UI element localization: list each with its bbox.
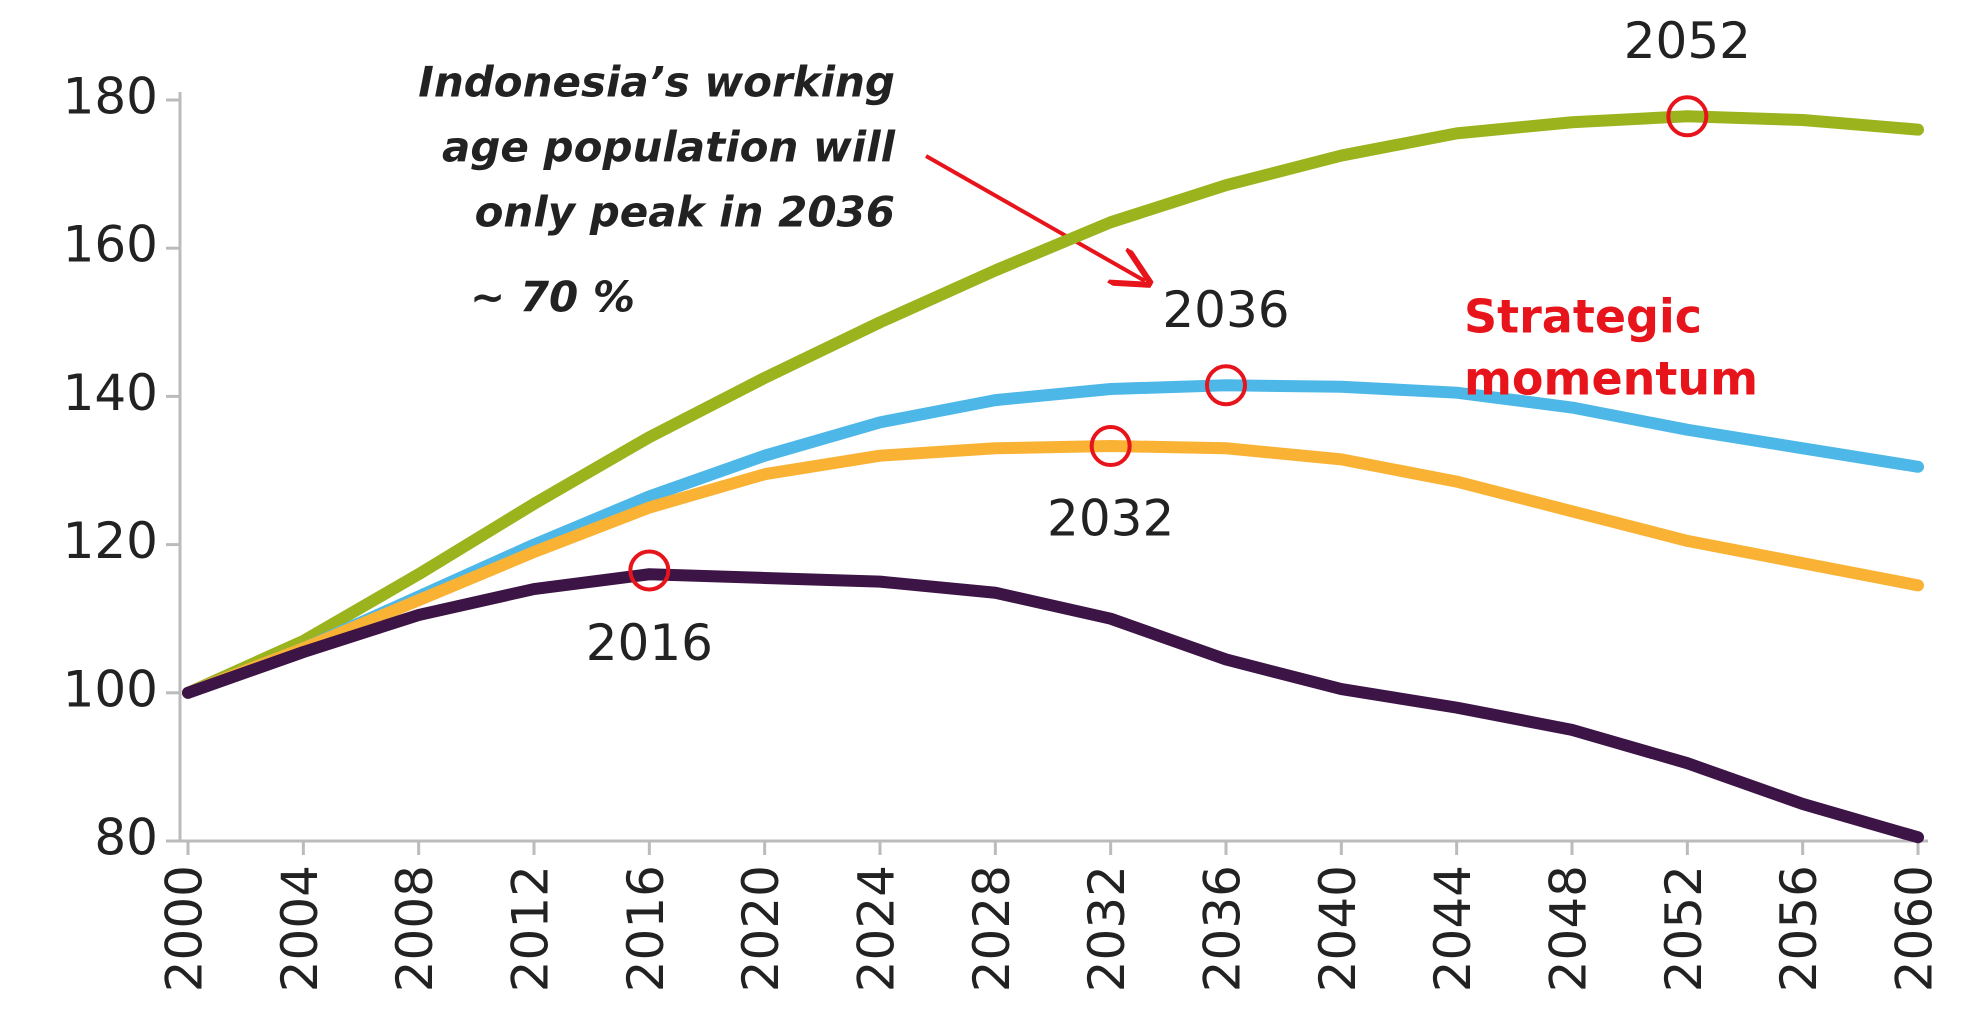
x-tick-label: 2020 (732, 865, 790, 992)
annotation: only peak in 2036 (475, 188, 895, 237)
x-tick-label: 2036 (1194, 865, 1252, 992)
x-tick-label: 2004 (271, 865, 329, 992)
peak-label: 2032 (1047, 490, 1174, 548)
peak-marker (1666, 95, 1709, 138)
x-tick-label: 2032 (1078, 865, 1136, 992)
arrow (925, 154, 1145, 281)
x-tick-label: 2048 (1540, 865, 1598, 992)
x-tick-label: 2008 (386, 865, 444, 992)
y-tick-label: 120 (63, 512, 158, 570)
y-tick-label: 180 (63, 68, 158, 126)
x-tick-label: 2028 (963, 865, 1021, 992)
share-note: ~ 70 % (470, 273, 635, 322)
callout: Strategic (1464, 290, 1702, 344)
y-tick-label: 160 (63, 216, 158, 274)
y-tick-label: 100 (63, 660, 158, 718)
x-tick-label: 2044 (1424, 865, 1482, 992)
annotation: Indonesia’s working (418, 58, 895, 107)
peak-label: 2036 (1162, 281, 1289, 339)
x-tick-label: 2040 (1309, 865, 1367, 992)
x-tick-label: 2016 (617, 865, 675, 992)
series-line (182, 110, 1924, 699)
x-tick-label: 2052 (1655, 865, 1713, 992)
x-tick-label: 2012 (502, 865, 560, 992)
y-tick-label: 80 (94, 809, 158, 867)
peak-label: 2052 (1624, 12, 1751, 70)
x-tick-label: 2024 (848, 865, 906, 992)
peak-marker (1089, 425, 1132, 468)
x-tick-label: 2060 (1886, 865, 1944, 992)
peak-marker (1205, 364, 1247, 407)
callout: momentum (1464, 352, 1758, 406)
annotation: age population will (442, 123, 896, 172)
peak-label: 2016 (586, 614, 713, 672)
x-tick-label: 2000 (156, 865, 214, 992)
peak-marker (628, 549, 671, 592)
y-tick-label: 140 (63, 364, 158, 422)
series-line (182, 440, 1924, 699)
series-line (182, 568, 1924, 844)
x-tick-label: 2056 (1770, 865, 1828, 992)
